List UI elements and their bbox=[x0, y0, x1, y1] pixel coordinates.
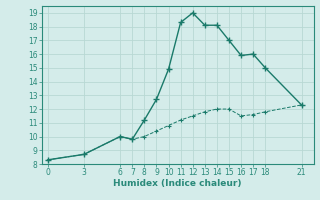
X-axis label: Humidex (Indice chaleur): Humidex (Indice chaleur) bbox=[113, 179, 242, 188]
